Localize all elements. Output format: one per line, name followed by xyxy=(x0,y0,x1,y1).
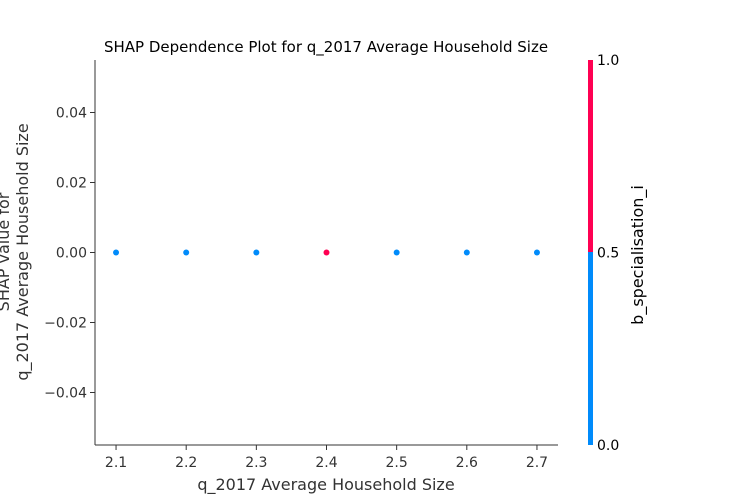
colorbar-tick-label: 0.0 xyxy=(597,438,619,454)
y-axis-label-line-2: q_2017 Average Household Size xyxy=(13,123,33,380)
x-tick-label: 2.2 xyxy=(175,455,197,471)
y-ticks: 0.04 0.02 0.00 −0.02 −0.04 xyxy=(44,106,95,402)
x-tick-label: 2.5 xyxy=(386,455,408,471)
colorbar-low-segment xyxy=(588,252,593,445)
scatter-point xyxy=(253,249,260,256)
scatter-point xyxy=(113,249,120,256)
y-tick-label: −0.04 xyxy=(44,386,87,402)
y-tick-label: 0.04 xyxy=(56,106,87,122)
scatter-point xyxy=(533,249,540,256)
colorbar: 1.0 0.5 0.0 b_specialisation_i xyxy=(588,53,648,454)
scatter-points xyxy=(113,249,540,256)
y-axis-label-line-1: SHAP value for xyxy=(0,192,13,311)
scatter-point xyxy=(463,249,470,256)
y-tick-label: 0.00 xyxy=(56,246,87,262)
scatter-point xyxy=(323,249,330,256)
x-tick-label: 2.6 xyxy=(456,455,478,471)
y-tick-label: −0.02 xyxy=(44,316,87,332)
colorbar-high-segment xyxy=(588,60,593,252)
colorbar-ticks: 1.0 0.5 0.0 xyxy=(597,53,619,454)
x-tick-label: 2.4 xyxy=(315,455,337,471)
y-tick-label: 0.02 xyxy=(56,176,87,192)
scatter-point xyxy=(393,249,400,256)
x-tick-label: 2.1 xyxy=(105,455,127,471)
x-axis-label: q_2017 Average Household Size xyxy=(197,475,454,495)
x-tick-label: 2.7 xyxy=(526,455,548,471)
chart-title: SHAP Dependence Plot for q_2017 Average … xyxy=(104,38,548,57)
colorbar-tick-label: 1.0 xyxy=(597,53,619,69)
colorbar-label: b_specialisation_i xyxy=(628,185,648,325)
x-ticks: 2.1 2.2 2.3 2.4 2.5 2.6 2.7 xyxy=(105,445,548,471)
x-tick-label: 2.3 xyxy=(245,455,267,471)
colorbar-tick-label: 0.5 xyxy=(597,246,619,262)
scatter-point xyxy=(183,249,190,256)
